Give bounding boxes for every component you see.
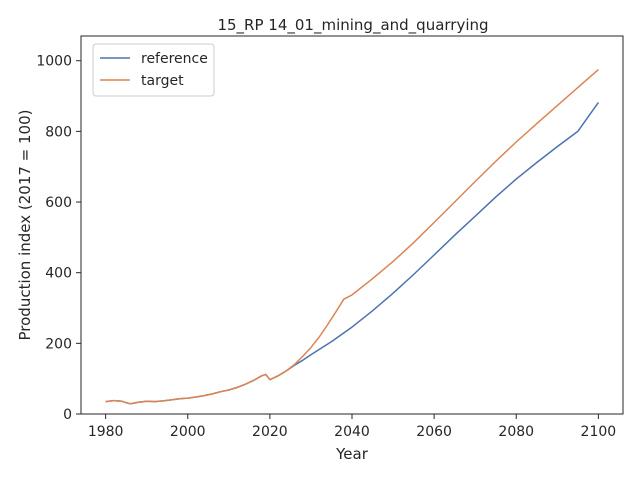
legend: reference target: [92, 43, 215, 97]
series-line-reference: [105, 101, 600, 405]
y-tick-label: 800: [45, 124, 72, 140]
y-tick-label: 200: [45, 336, 72, 352]
y-axis: 0 200 400 600 800 1000: [36, 54, 81, 423]
y-tick-label: 1000: [36, 54, 72, 70]
series-line-target: [105, 69, 599, 405]
x-tick-label: 2000: [170, 424, 206, 440]
chart-title: 15_RP 14_01_mining_and_quarrying: [217, 16, 488, 35]
x-tick-label: 2100: [581, 424, 617, 440]
x-tick-label: 2020: [252, 424, 288, 440]
legend-label-reference: reference: [141, 51, 208, 67]
y-tick-label: 600: [45, 195, 72, 211]
x-axis: 1980 2000 2020 2040 2060 2080 2100: [88, 414, 616, 440]
legend-box: [92, 43, 215, 97]
series-layer: [105, 69, 600, 405]
y-axis-label: Production index (2017 = 100): [16, 110, 34, 341]
x-tick-label: 2080: [498, 424, 534, 440]
y-tick-label: 0: [63, 407, 72, 423]
x-tick-label: 2040: [334, 424, 370, 440]
legend-label-target: target: [141, 73, 184, 89]
y-tick-label: 400: [45, 266, 72, 282]
x-tick-label: 2060: [416, 424, 452, 440]
x-tick-label: 1980: [88, 424, 124, 440]
x-axis-label: Year: [335, 445, 369, 463]
